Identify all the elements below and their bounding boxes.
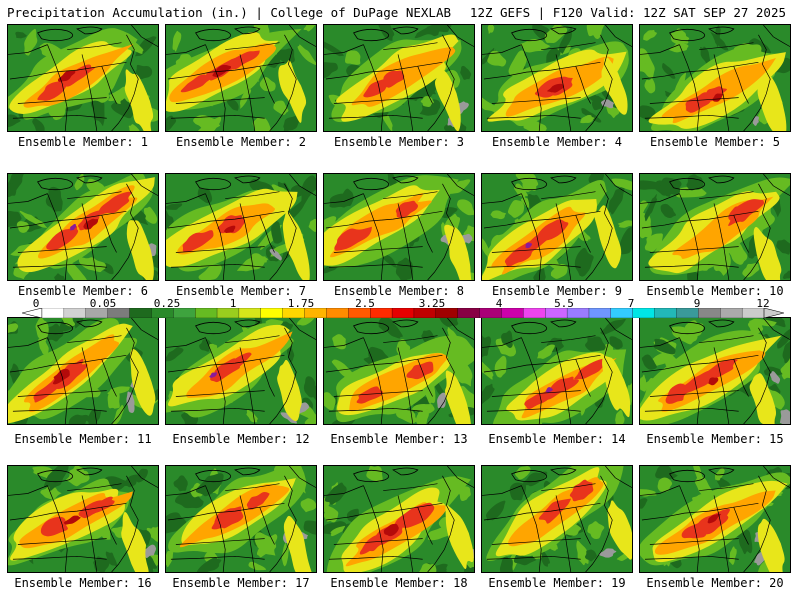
ensemble-member-label: Ensemble Member: 13 (320, 432, 478, 446)
legend-tick-label: 3.25 (419, 297, 446, 310)
ensemble-map-14 (481, 317, 633, 425)
precip-region (8, 183, 16, 197)
legend-swatch (523, 308, 545, 318)
ensemble-map-7 (165, 173, 317, 281)
ensemble-map-11 (7, 317, 159, 425)
ensemble-map-4 (481, 24, 633, 132)
map-canvas (482, 25, 632, 131)
ensemble-map-16 (7, 465, 159, 573)
ensemble-map-13 (323, 317, 475, 425)
ensemble-map-2 (165, 24, 317, 132)
legend-tick-label: 0.25 (154, 297, 181, 310)
ensemble-member-label: Ensemble Member: 8 (320, 284, 478, 298)
legend-swatch (392, 308, 414, 318)
map-canvas (640, 25, 790, 131)
ensemble-member-label: Ensemble Member: 20 (636, 576, 794, 590)
ensemble-map-20 (639, 465, 791, 573)
ensemble-map-8 (323, 173, 475, 281)
ensemble-member-label: Ensemble Member: 11 (4, 432, 162, 446)
map-canvas (8, 318, 158, 424)
ensemble-member-label: Ensemble Member: 7 (162, 284, 320, 298)
legend-swatch (501, 308, 523, 318)
ensemble-map-17 (165, 465, 317, 573)
legend-swatch (655, 308, 677, 318)
legend-swatch (720, 308, 742, 318)
map-canvas (166, 174, 316, 280)
legend-tick-label: 0.05 (90, 297, 117, 310)
legend-swatch (633, 308, 655, 318)
ensemble-member-label: Ensemble Member: 15 (636, 432, 794, 446)
ensemble-member-label: Ensemble Member: 19 (478, 576, 636, 590)
map-canvas (482, 174, 632, 280)
legend-tick-label: 12 (756, 297, 769, 310)
ensemble-member-label: Ensemble Member: 6 (4, 284, 162, 298)
map-canvas (8, 174, 158, 280)
legend-swatch (130, 308, 152, 318)
legend-tick-label: 2.5 (355, 297, 375, 310)
ensemble-member-label: Ensemble Member: 3 (320, 135, 478, 149)
legend-swatch (698, 308, 720, 318)
precip-region (780, 409, 790, 424)
valid-time: 12Z GEFS | F120 Valid: 12Z SAT SEP 27 20… (470, 5, 786, 20)
ensemble-member-label: Ensemble Member: 2 (162, 135, 320, 149)
legend-tick-label: 7 (628, 297, 635, 310)
ensemble-map-18 (323, 465, 475, 573)
map-canvas (166, 25, 316, 131)
ensemble-map-3 (323, 24, 475, 132)
legend-tick-label: 4 (496, 297, 503, 310)
ensemble-member-label: Ensemble Member: 10 (636, 284, 794, 298)
map-canvas (640, 174, 790, 280)
legend-tick-label: 0 (33, 297, 40, 310)
legend-swatch (239, 308, 261, 318)
legend-tick-label: 5.5 (554, 297, 574, 310)
legend-tick-label: 9 (694, 297, 701, 310)
ensemble-map-19 (481, 465, 633, 573)
map-canvas (8, 25, 158, 131)
ensemble-map-10 (639, 173, 791, 281)
ensemble-member-label: Ensemble Member: 14 (478, 432, 636, 446)
map-canvas (8, 466, 158, 572)
ensemble-member-label: Ensemble Member: 17 (162, 576, 320, 590)
ensemble-map-6 (7, 173, 159, 281)
ensemble-member-label: Ensemble Member: 18 (320, 576, 478, 590)
map-canvas (640, 466, 790, 572)
color-legend (22, 308, 784, 318)
map-canvas (482, 318, 632, 424)
ensemble-member-label: Ensemble Member: 16 (4, 576, 162, 590)
ensemble-member-label: Ensemble Member: 12 (162, 432, 320, 446)
map-canvas (166, 318, 316, 424)
ensemble-member-label: Ensemble Member: 5 (636, 135, 794, 149)
ensemble-member-label: Ensemble Member: 1 (4, 135, 162, 149)
ensemble-map-5 (639, 24, 791, 132)
ensemble-member-label: Ensemble Member: 9 (478, 284, 636, 298)
ensemble-map-1 (7, 24, 159, 132)
map-canvas (166, 466, 316, 572)
legend-swatch (64, 308, 86, 318)
map-canvas (324, 466, 474, 572)
legend-swatch (261, 308, 283, 318)
legend-swatch (195, 308, 217, 318)
ensemble-map-12 (165, 317, 317, 425)
map-canvas (640, 318, 790, 424)
legend-tick-label: 1 (230, 297, 237, 310)
map-canvas (324, 25, 474, 131)
legend-tick-label: 1.75 (288, 297, 315, 310)
map-canvas (324, 174, 474, 280)
map-canvas (324, 318, 474, 424)
legend-swatch (42, 308, 64, 318)
ensemble-map-9 (481, 173, 633, 281)
legend-swatch (589, 308, 611, 318)
map-canvas (482, 466, 632, 572)
page-title: Precipitation Accumulation (in.) | Colle… (7, 5, 451, 20)
legend-swatch (326, 308, 348, 318)
ensemble-map-15 (639, 317, 791, 425)
ensemble-member-label: Ensemble Member: 4 (478, 135, 636, 149)
legend-swatch (458, 308, 480, 318)
precip-region (345, 51, 360, 65)
